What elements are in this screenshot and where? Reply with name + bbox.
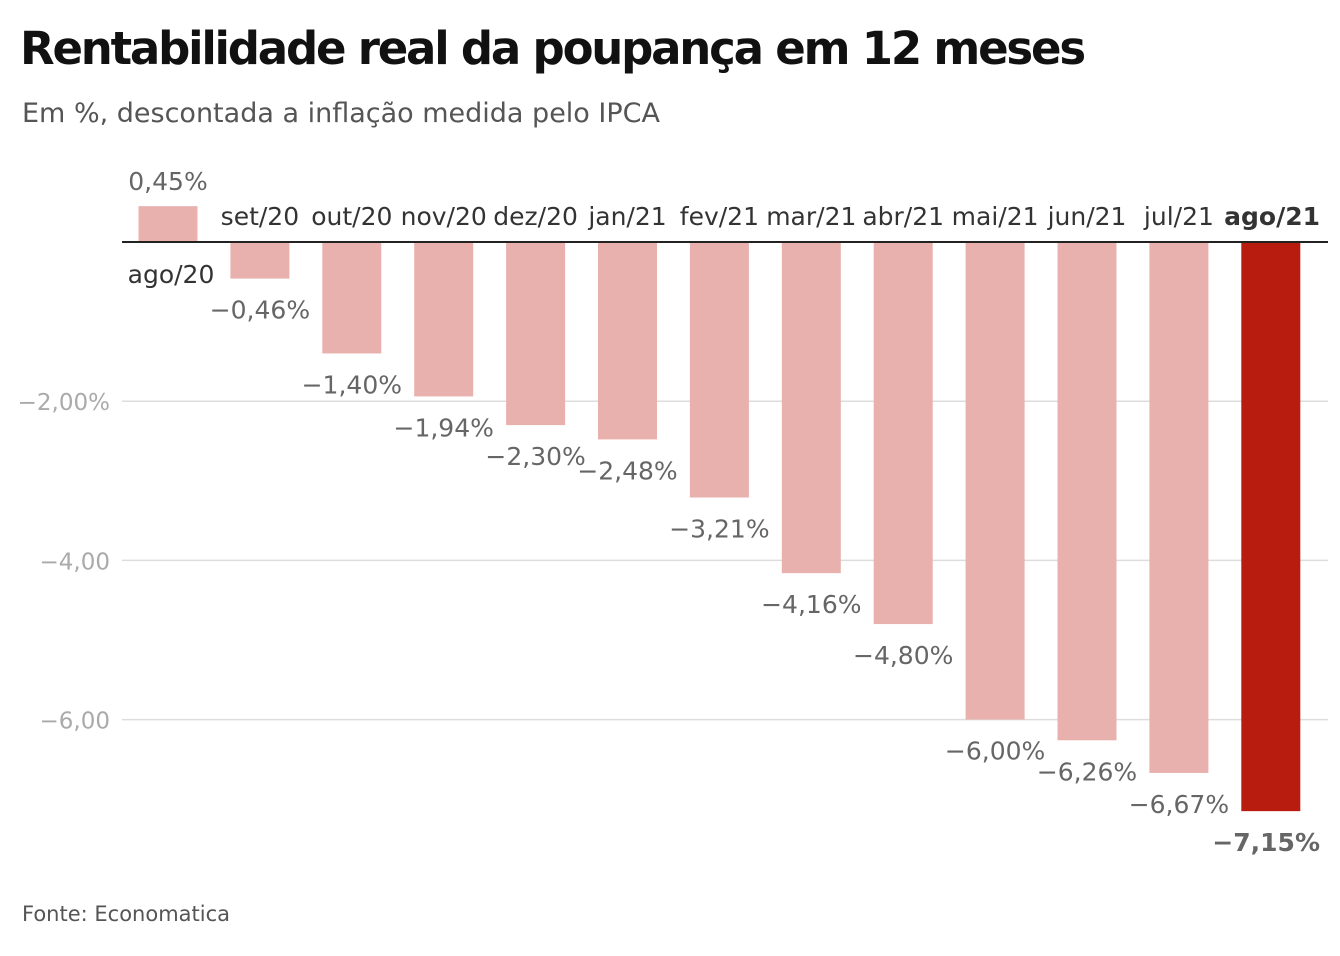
y-tick-label: −4,00 — [40, 549, 110, 575]
bar — [506, 242, 566, 426]
category-label: jan/21 — [587, 202, 666, 231]
bar — [873, 242, 933, 625]
y-tick-label: −6,00 — [40, 709, 110, 735]
category-label: set/20 — [221, 202, 299, 231]
category-label: dez/20 — [493, 202, 578, 231]
category-label: nov/20 — [401, 202, 487, 231]
category-label: jul/21 — [1143, 202, 1214, 231]
bar — [1241, 242, 1301, 812]
bar — [598, 242, 657, 440]
category-label: out/20 — [311, 202, 392, 231]
value-label: −7,15% — [1212, 828, 1320, 857]
bar — [138, 206, 198, 242]
bar — [322, 242, 382, 354]
bar — [230, 242, 290, 279]
category-label: ago/21 — [1224, 202, 1320, 231]
category-label: jun/21 — [1047, 202, 1127, 231]
value-label: −1,94% — [394, 413, 494, 442]
value-label: −4,16% — [761, 590, 861, 619]
bar — [1149, 242, 1209, 773]
value-label: −2,30% — [485, 442, 585, 471]
value-label: −1,40% — [302, 370, 402, 399]
chart-subtitle: Em %, descontada a inflação medida pelo … — [22, 98, 660, 129]
source-note: Fonte: Economatica — [22, 902, 231, 926]
bar — [689, 242, 749, 498]
y-tick-label: −2,00% — [18, 390, 110, 416]
value-label: −6,00% — [945, 737, 1045, 766]
value-label: −0,46% — [210, 296, 310, 325]
value-label: 0,45% — [128, 167, 207, 196]
category-label: mar/21 — [766, 202, 856, 231]
value-label: −2,48% — [577, 456, 677, 485]
value-label: −6,67% — [1129, 790, 1229, 819]
category-label: ago/20 — [128, 260, 215, 289]
value-label: −3,21% — [669, 515, 769, 544]
bar — [965, 242, 1025, 720]
category-label: mai/21 — [952, 202, 1039, 231]
bar — [781, 242, 841, 574]
chart-title: Rentabilidade real da poupança em 12 mes… — [20, 22, 1086, 75]
category-label: abr/21 — [862, 202, 944, 231]
bar — [414, 242, 474, 397]
bar — [1057, 242, 1117, 741]
category-label: fev/21 — [680, 202, 759, 231]
value-label: −6,26% — [1037, 757, 1137, 786]
value-label: −4,80% — [853, 641, 953, 670]
